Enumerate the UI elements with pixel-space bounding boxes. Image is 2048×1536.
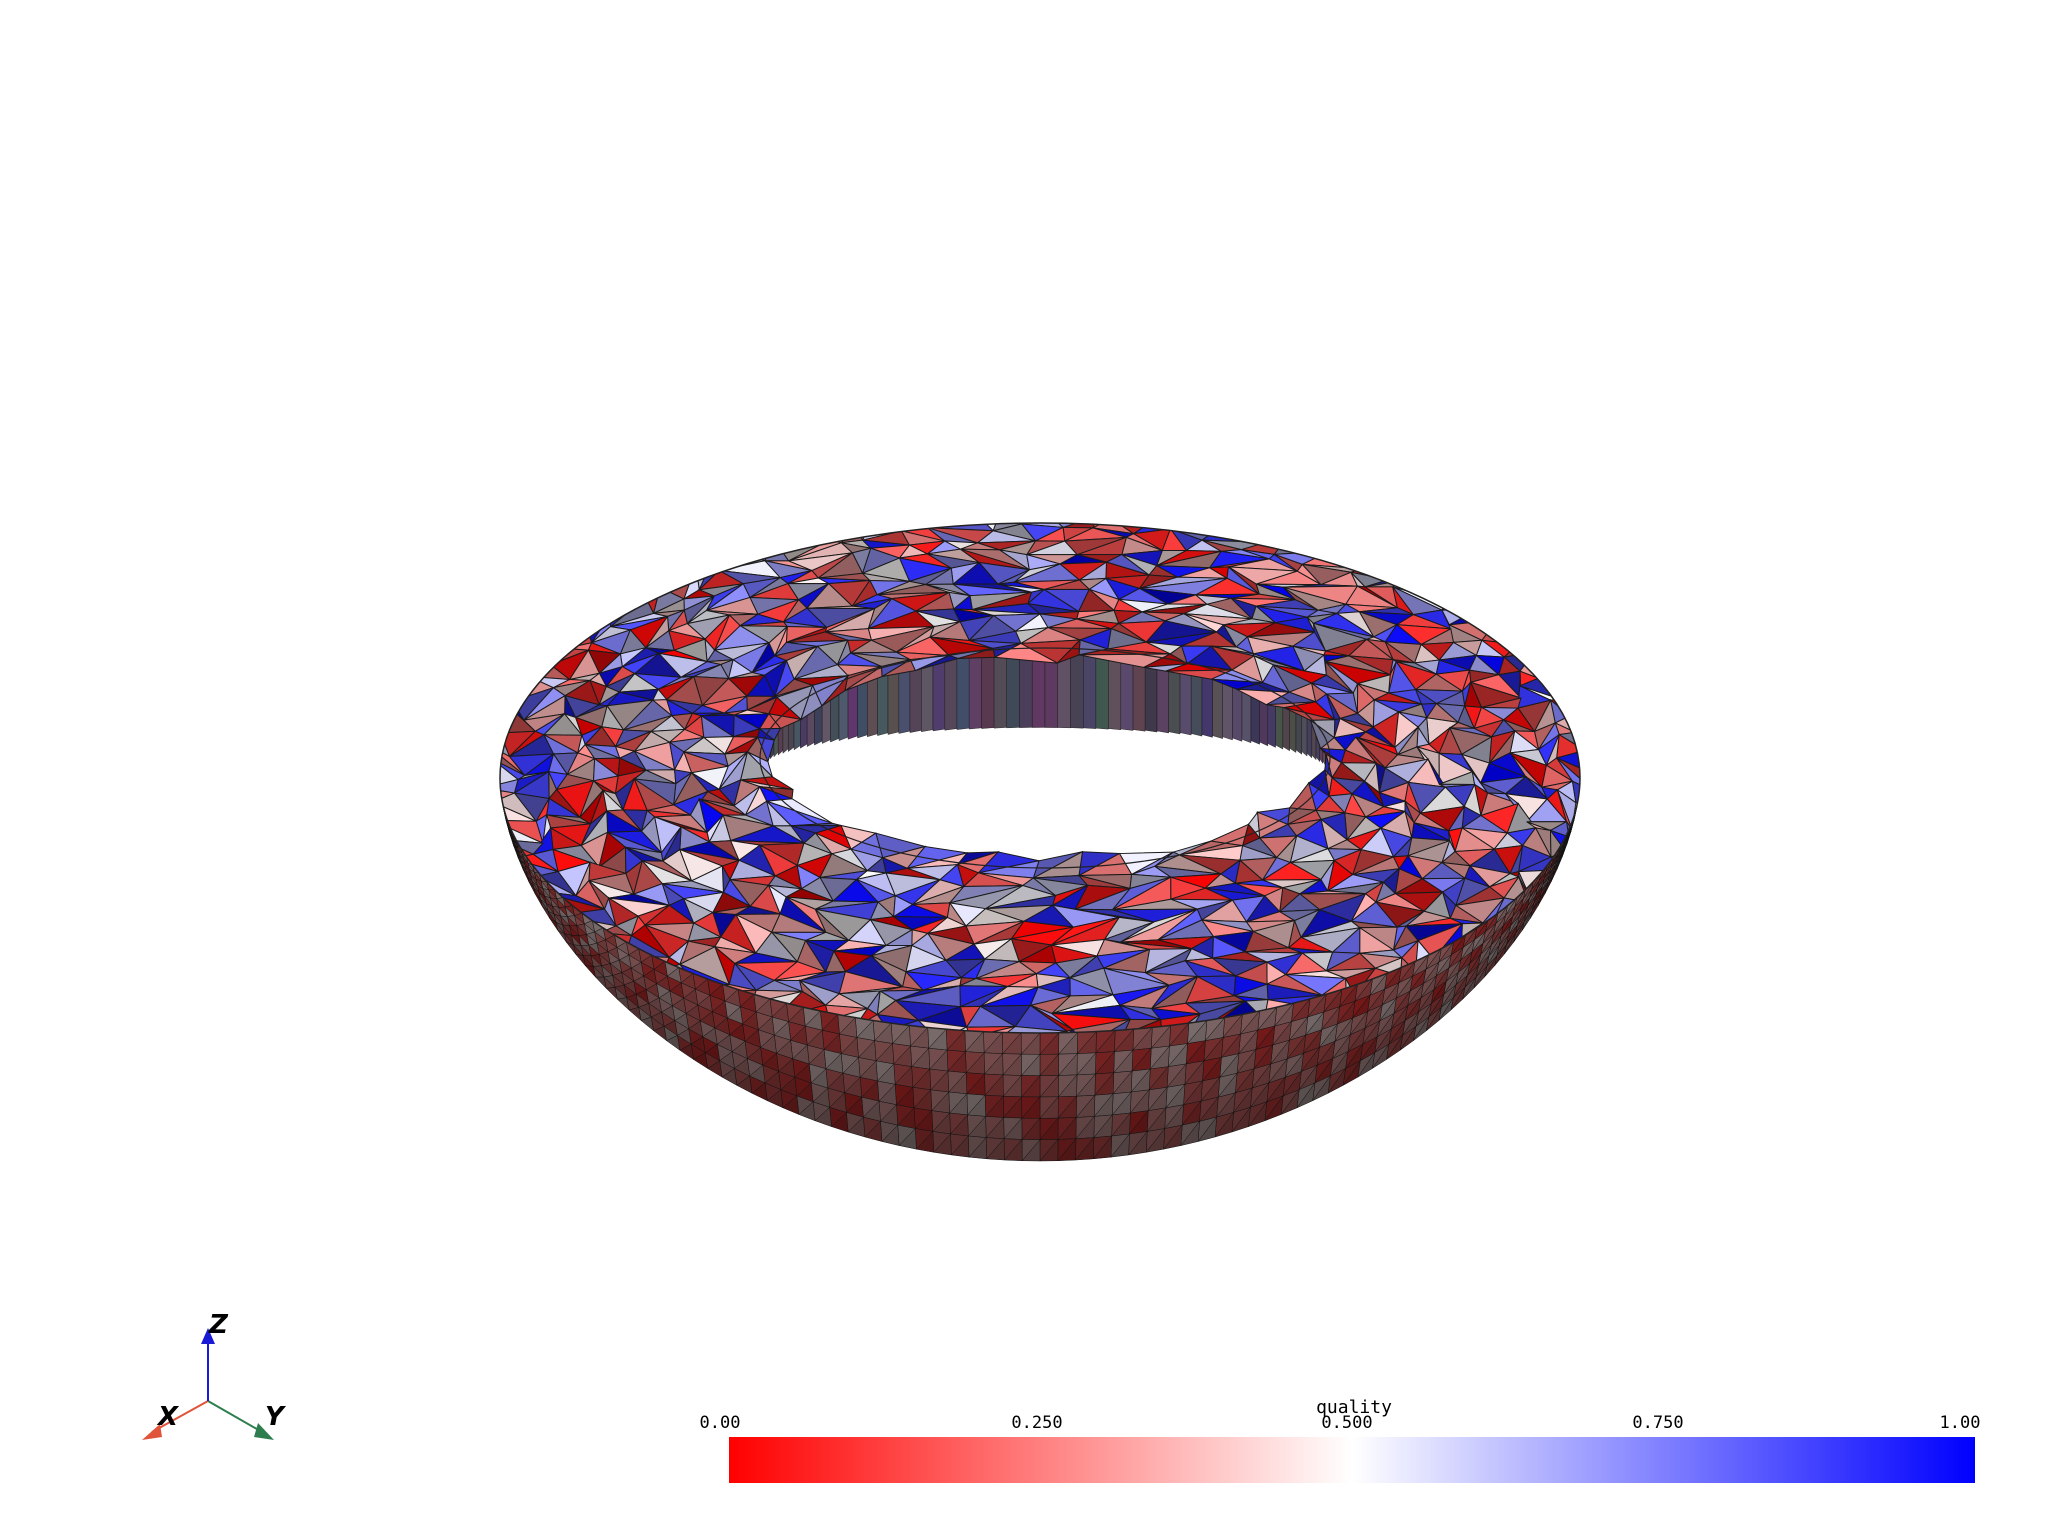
colorbar-tick-3: 0.750 [1632,1413,1684,1433]
y-axis-line [207,1400,263,1433]
colorbar-title: quality [1316,1397,1392,1418]
colorbar [729,1437,1975,1483]
torus-mesh [499,522,1581,1162]
colorbar-tick-4: 1.00 [1939,1413,1981,1433]
z-axis-arrowhead [201,1328,215,1344]
x-axis-arrowhead [142,1424,162,1440]
y-axis-label: Y [265,1402,284,1432]
y-axis-arrowhead [254,1423,274,1440]
orientation-axes-widget [142,1328,274,1440]
outer-wall [499,777,1581,1162]
colorbar-tick-0: 0.00 [699,1413,741,1433]
z-axis-label: Z [209,1310,228,1340]
x-axis-line [151,1400,209,1433]
colorbar-tick-2: 0.500 [1321,1413,1373,1433]
x-axis-label: X [158,1402,179,1432]
colorbar-tick-1: 0.250 [1011,1413,1063,1433]
